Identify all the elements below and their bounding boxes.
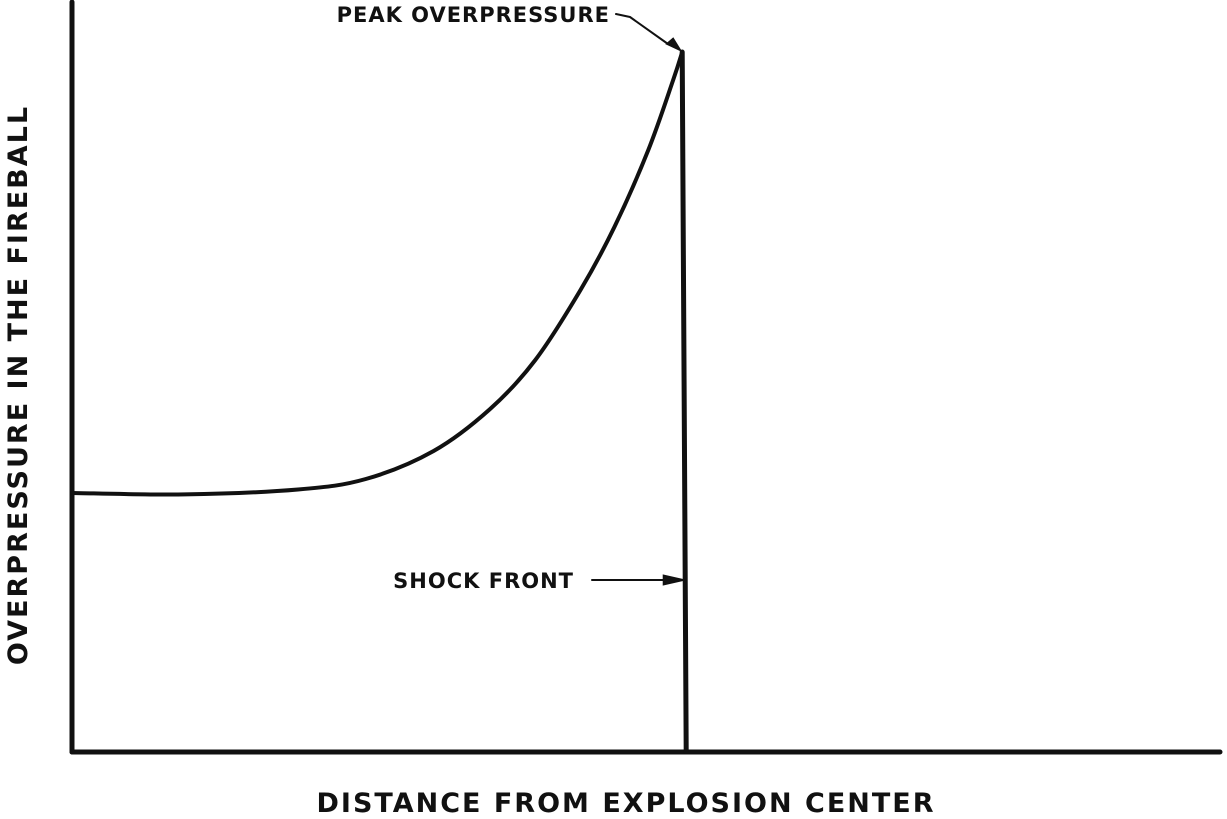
shock-front-line [679, 49, 689, 755]
y-axis-label: OVERPRESSURE IN THE FIREBALL [3, 105, 34, 665]
axes [69, 0, 1223, 755]
peak-arrowhead [665, 37, 683, 53]
shock-front-arrowhead [662, 574, 686, 586]
chart-marks [70, 13, 689, 755]
shock-front-label: SHOCK FRONT [393, 569, 574, 593]
peak-overpressure-label: PEAK OVERPRESSURE [337, 3, 610, 27]
peak-leader-line [615, 13, 669, 45]
x-axis-label: DISTANCE FROM EXPLOSION CENTER [316, 788, 935, 819]
overpressure-curve [70, 50, 685, 497]
